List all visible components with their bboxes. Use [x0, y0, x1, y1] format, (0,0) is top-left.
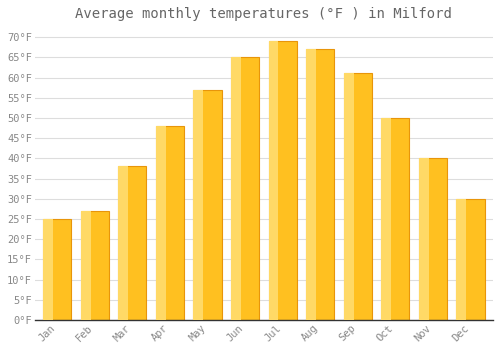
Bar [43, 219, 53, 320]
Bar [268, 41, 278, 320]
Bar [382, 118, 391, 320]
Bar [231, 57, 259, 320]
Bar [306, 49, 334, 320]
Bar [118, 166, 146, 320]
Bar [456, 199, 484, 320]
Bar [156, 126, 184, 320]
Bar [80, 211, 109, 320]
Bar [268, 41, 297, 320]
Bar [456, 199, 466, 320]
Bar [194, 90, 222, 320]
Bar [344, 74, 353, 320]
Bar [80, 211, 90, 320]
Bar [231, 57, 241, 320]
Bar [419, 158, 428, 320]
Bar [118, 166, 128, 320]
Bar [344, 74, 372, 320]
Title: Average monthly temperatures (°F ) in Milford: Average monthly temperatures (°F ) in Mi… [76, 7, 452, 21]
Bar [419, 158, 447, 320]
Bar [156, 126, 166, 320]
Bar [194, 90, 203, 320]
Bar [43, 219, 72, 320]
Bar [382, 118, 409, 320]
Bar [306, 49, 316, 320]
